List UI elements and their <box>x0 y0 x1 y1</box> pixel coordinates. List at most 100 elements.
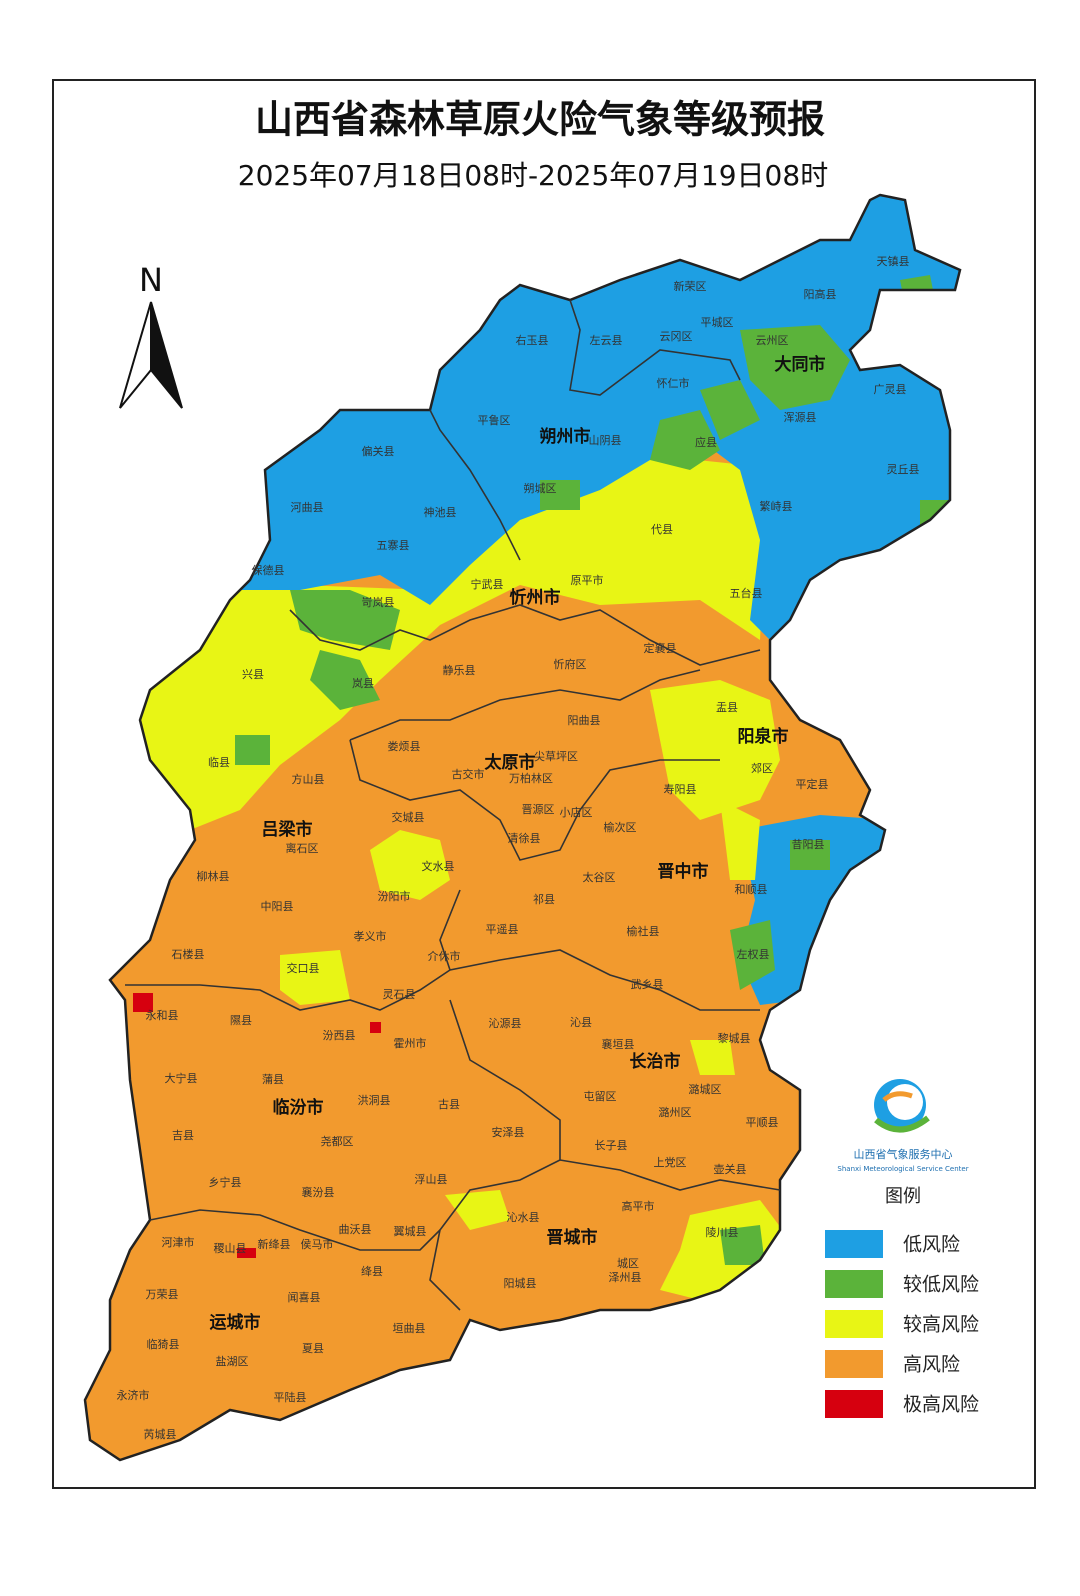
city-label: 太原市 <box>485 752 536 773</box>
county-label: 平陆县 <box>274 1390 307 1404</box>
county-label: 翼城县 <box>394 1225 427 1238</box>
county-label: 云冈区 <box>660 330 693 343</box>
county-label: 娄烦县 <box>388 740 421 753</box>
county-label: 怀仁市 <box>657 376 690 390</box>
county-label: 吉县 <box>172 1129 194 1142</box>
risk-area <box>370 1022 381 1033</box>
city-label: 长治市 <box>630 1051 681 1072</box>
city-label: 晋城市 <box>547 1227 598 1248</box>
risk-area <box>370 830 450 900</box>
risk-area <box>650 410 720 470</box>
title: 山西省森林草原火险气象等级预报 <box>255 98 825 142</box>
risk-area <box>790 840 830 870</box>
county-label: 太谷区 <box>583 871 616 884</box>
county-label: 闻喜县 <box>288 1290 321 1304</box>
county-label: 古交市 <box>452 767 485 781</box>
county-label: 寿阳县 <box>664 782 697 796</box>
county-label: 乡宁县 <box>209 1175 242 1189</box>
county-label: 宁武县 <box>471 577 504 591</box>
city-label: 运城市 <box>210 1312 261 1333</box>
risk-area <box>740 815 890 1005</box>
risk-area <box>280 950 350 1005</box>
county-label: 平遥县 <box>486 923 519 936</box>
legend-swatch <box>825 1350 883 1378</box>
city-label: 阳泉市 <box>738 726 789 747</box>
county-label: 平鲁区 <box>478 413 511 427</box>
border <box>439 889 461 971</box>
county-label: 神池县 <box>424 505 457 519</box>
risk-area <box>720 1225 765 1265</box>
county-label: 安泽县 <box>492 1125 525 1139</box>
county-label: 沁水县 <box>507 1211 540 1224</box>
county-label: 陵川县 <box>706 1226 739 1239</box>
logo-english: Shanxi Meteorological Service Center <box>837 1165 968 1173</box>
county-label: 山阴县 <box>589 434 622 447</box>
county-label: 朔城区 <box>524 482 557 495</box>
county-label: 屯留区 <box>584 1090 617 1103</box>
county-label: 保德县 <box>252 563 285 577</box>
county-label: 兴县 <box>242 668 264 681</box>
province-outline <box>83 193 962 1462</box>
county-label: 岢岚县 <box>362 596 395 609</box>
county-label: 五台县 <box>730 586 763 600</box>
county-label: 河津市 <box>162 1235 195 1249</box>
logo-name: 山西省气象服务中心 <box>854 1147 953 1161</box>
county-label: 襄垣县 <box>602 1037 635 1051</box>
border <box>569 299 741 396</box>
county-label: 古县 <box>438 1098 460 1111</box>
county-label: 永济市 <box>117 1388 150 1402</box>
risk-area <box>730 920 775 990</box>
county-label: 夏县 <box>302 1342 324 1355</box>
county-label: 繁峙县 <box>760 499 793 513</box>
risk-area <box>290 590 400 650</box>
county-label: 汾西县 <box>323 1029 356 1042</box>
border <box>429 999 561 1311</box>
legend-label: 较低风险 <box>903 1274 979 1296</box>
county-label: 左云县 <box>590 334 623 347</box>
county-label: 孝义市 <box>354 929 387 943</box>
north-label: N <box>139 261 163 299</box>
county-label: 襄汾县 <box>302 1185 335 1199</box>
county-label: 阳曲县 <box>568 714 601 727</box>
legend-swatch <box>825 1230 883 1258</box>
county-label: 浮山县 <box>415 1173 448 1186</box>
labels: 大同市朔州市忻州市太原市阳泉市吕梁市晋中市长治市临汾市晋城市运城市天镇县阳高县新… <box>117 254 920 1441</box>
county-label: 柳林县 <box>197 869 230 883</box>
county-label: 稷山县 <box>214 1242 247 1255</box>
county-label: 定襄县 <box>644 641 677 655</box>
county-label: 曲沃县 <box>339 1223 372 1236</box>
risk-area <box>650 680 780 820</box>
county-label: 五寨县 <box>377 538 410 552</box>
county-label: 上党区 <box>654 1156 687 1169</box>
county-label: 原平市 <box>571 573 604 587</box>
county-label: 交口县 <box>287 961 320 975</box>
county-label: 侯马市 <box>301 1237 334 1251</box>
legend-label: 较高风险 <box>903 1314 979 1336</box>
county-label: 晋源区 <box>522 802 555 816</box>
border <box>349 739 720 861</box>
county-label: 平城区 <box>701 316 734 329</box>
county-label: 泽州县 <box>609 1271 642 1284</box>
county-label: 介休市 <box>428 949 461 963</box>
county-label: 洪洞县 <box>358 1093 391 1107</box>
city-label: 大同市 <box>775 354 826 375</box>
county-label: 壶关县 <box>714 1162 747 1176</box>
county-label: 临猗县 <box>147 1337 180 1351</box>
risk-area <box>445 1190 510 1230</box>
county-label: 阳城县 <box>504 1277 537 1290</box>
risk-area <box>310 650 380 710</box>
county-label: 偏关县 <box>362 444 395 458</box>
county-label: 浑源县 <box>784 410 817 424</box>
county-label: 左权县 <box>737 948 770 961</box>
logo-mark <box>882 1091 913 1102</box>
county-label: 芮城县 <box>144 1427 177 1441</box>
county-label: 汾阳市 <box>378 889 411 903</box>
risk-area <box>720 800 760 880</box>
county-label: 文水县 <box>422 859 455 873</box>
county-label: 新绛县 <box>258 1237 291 1251</box>
county-label: 应县 <box>695 435 717 449</box>
county-label: 石楼县 <box>172 947 205 961</box>
county-label: 平定县 <box>796 777 829 791</box>
